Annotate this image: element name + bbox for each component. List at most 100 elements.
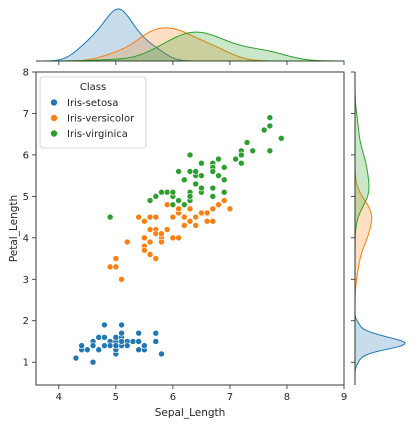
point-iris-versicolor	[141, 246, 148, 254]
axes: 4 5 6 7 8 9 1 2 3 4 5 6 7 8	[23, 68, 348, 404]
point-iris-virginica	[260, 126, 268, 134]
point-iris-versicolor	[169, 234, 177, 242]
point-iris-virginica	[152, 193, 160, 200]
point-iris-versicolor	[106, 263, 114, 271]
point-iris-virginica	[198, 172, 205, 179]
point-iris-setosa	[106, 342, 114, 349]
point-iris-versicolor	[198, 209, 205, 217]
point-iris-virginica	[106, 213, 114, 221]
point-iris-versicolor	[158, 230, 165, 237]
point-iris-virginica	[186, 193, 194, 200]
legend-marker	[50, 114, 58, 122]
point-iris-virginica	[220, 164, 228, 171]
point-iris-setosa	[95, 334, 103, 341]
top-marginal-kde	[36, 8, 345, 65]
point-iris-setosa	[135, 329, 142, 337]
y-tick-label: 4	[23, 233, 29, 244]
point-iris-virginica	[169, 188, 177, 196]
point-iris-versicolor	[175, 234, 182, 242]
y-tick-label: 3	[23, 275, 29, 286]
point-iris-virginica	[266, 147, 274, 155]
point-iris-virginica	[146, 197, 154, 204]
point-iris-virginica	[175, 197, 182, 204]
legend-marker	[50, 129, 58, 138]
point-iris-versicolor	[112, 255, 120, 262]
point-iris-versicolor	[163, 226, 171, 233]
point-iris-versicolor	[146, 213, 154, 221]
y-tick-label: 7	[23, 109, 29, 120]
y-axis-label: Petal_Length	[8, 195, 20, 262]
legend-label: Iris-virginica	[67, 129, 128, 140]
point-iris-virginica	[238, 151, 245, 159]
point-iris-setosa	[112, 342, 120, 349]
point-iris-versicolor	[192, 213, 199, 221]
point-iris-virginica	[266, 122, 274, 130]
point-iris-versicolor	[152, 230, 160, 237]
point-iris-virginica	[192, 168, 199, 175]
x-tick-label: 9	[341, 392, 347, 403]
legend-label: Iris-versicolor	[67, 114, 135, 125]
point-iris-setosa	[123, 342, 131, 349]
point-iris-setosa	[118, 321, 125, 329]
point-iris-virginica	[249, 147, 257, 155]
point-iris-versicolor	[169, 213, 177, 221]
point-iris-virginica	[232, 155, 239, 163]
point-iris-setosa	[118, 338, 125, 345]
x-tick-label: 8	[284, 392, 290, 403]
point-iris-versicolor	[203, 209, 211, 217]
point-iris-versicolor	[112, 263, 120, 271]
top-kde-iris-virginica	[36, 31, 345, 62]
legend-box	[39, 76, 147, 149]
point-iris-setosa	[152, 338, 160, 345]
point-iris-virginica	[181, 201, 188, 208]
point-iris-virginica	[220, 188, 228, 196]
x-tick-label: 6	[170, 392, 176, 403]
point-iris-virginica	[198, 159, 205, 167]
point-iris-setosa	[78, 342, 85, 349]
right-marginal-kde	[351, 71, 406, 385]
point-iris-versicolor	[163, 201, 171, 208]
x-tick-label: 7	[227, 392, 233, 403]
point-iris-setosa	[135, 338, 142, 345]
point-iris-versicolor	[181, 222, 188, 229]
point-iris-virginica	[215, 155, 222, 163]
point-iris-virginica	[181, 176, 188, 184]
point-iris-versicolor	[220, 197, 228, 204]
point-iris-versicolor	[123, 238, 131, 246]
point-iris-virginica	[163, 188, 171, 196]
point-iris-setosa	[141, 342, 148, 349]
point-iris-versicolor	[203, 217, 211, 225]
point-iris-virginica	[238, 159, 245, 167]
point-iris-virginica	[186, 151, 194, 159]
point-iris-versicolor	[226, 205, 234, 213]
point-iris-versicolor	[152, 213, 160, 221]
point-iris-setosa	[112, 334, 120, 341]
x-tick-label: 5	[113, 392, 119, 403]
legend-title: Class	[80, 82, 106, 93]
point-iris-setosa	[101, 321, 108, 329]
point-iris-versicolor	[192, 222, 199, 229]
point-iris-setosa	[101, 342, 108, 349]
point-iris-versicolor	[152, 255, 160, 262]
point-iris-setosa	[89, 342, 97, 349]
point-iris-virginica	[209, 168, 217, 175]
point-iris-virginica	[215, 172, 222, 179]
point-iris-setosa	[152, 329, 160, 337]
point-iris-versicolor	[146, 251, 154, 258]
point-iris-setosa	[158, 350, 165, 358]
point-iris-versicolor	[158, 238, 165, 246]
point-iris-versicolor	[175, 205, 182, 213]
point-iris-versicolor	[209, 217, 217, 225]
point-iris-versicolor	[181, 213, 188, 221]
point-iris-virginica	[220, 176, 228, 184]
point-iris-versicolor	[141, 234, 148, 242]
point-iris-setosa	[135, 346, 142, 354]
legend: Class Iris-setosa Iris-versicolor Iris-vir…	[39, 76, 147, 149]
point-iris-virginica	[192, 180, 199, 188]
point-iris-setosa	[129, 338, 137, 345]
scatter-points	[72, 114, 285, 366]
point-iris-versicolor	[146, 226, 154, 233]
point-iris-setosa	[95, 346, 103, 354]
x-tick-label: 4	[56, 392, 62, 403]
